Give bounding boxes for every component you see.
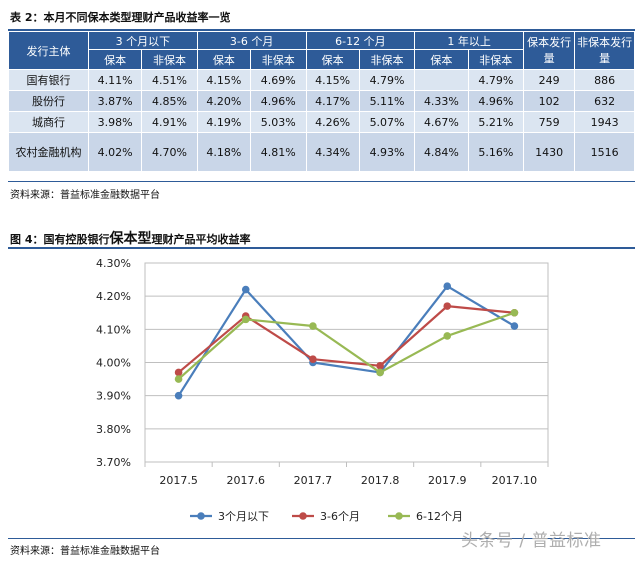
x-tick-label: 2017.5: [159, 474, 198, 487]
legend-label: 3个月以下: [218, 510, 269, 523]
table-cell: 4.96%: [467, 90, 525, 112]
series-1-point: [443, 302, 452, 310]
chart-caption-emphasis: 保本型: [109, 231, 152, 247]
table-cell: 4.69%: [250, 69, 307, 91]
chart-caption-suffix: 理财产品平均收益率: [151, 233, 251, 246]
table-cell: 4.02%: [87, 132, 143, 172]
table-cell: 3.98%: [87, 111, 143, 133]
subheader-guaranteed: 保本: [305, 49, 360, 70]
series-2-point: [376, 368, 384, 377]
series-line-0: [177, 285, 515, 397]
table-cell: 4.85%: [141, 90, 198, 112]
table-cell: 759: [523, 111, 576, 133]
legend-label: 3-6个月: [320, 510, 360, 523]
table-cell: 4.34%: [305, 132, 360, 172]
table-cell: 4.84%: [414, 132, 469, 172]
series-line-2: [177, 311, 515, 380]
y-tick-label: 3.80%: [96, 423, 131, 436]
table-cell: 1516: [574, 132, 635, 172]
chart-source: 资料来源：普益标准金融数据平台: [10, 546, 160, 557]
y-tick-label: 4.00%: [96, 357, 131, 370]
y-tick-label: 3.70%: [96, 456, 131, 469]
table-cell: 4.96%: [250, 90, 307, 112]
row-issuer: 股份行: [8, 90, 89, 112]
table-cell: 4.51%: [141, 69, 198, 91]
table-cell: 4.70%: [141, 132, 198, 172]
x-tick-label: 2017.9: [428, 474, 467, 487]
row-issuer: 农村金融机构: [8, 132, 89, 172]
table-cell: 886: [574, 69, 635, 91]
x-tick-label: 2017.8: [361, 474, 400, 487]
series-line-1: [177, 305, 515, 374]
legend-marker: [395, 512, 403, 520]
table-cell: 1430: [523, 132, 576, 172]
table-row: 农村金融机构 4.02% 4.70% 4.18% 4.81% 4.34% 4.9…: [8, 132, 635, 172]
series-1-point: [376, 362, 384, 370]
header-issuer: 发行主体: [8, 31, 89, 70]
table-cell: 5.16%: [467, 132, 525, 172]
series-1-point: [309, 355, 317, 363]
table-cell: 4.18%: [196, 132, 252, 172]
table-cell: 4.81%: [250, 132, 307, 172]
header-guaranteed-volume: 保本发行量: [523, 31, 576, 70]
chart-top-rule: [8, 247, 635, 249]
header-term-3-6m: 3-6 个月: [196, 31, 307, 50]
table-cell: 4.15%: [305, 69, 360, 91]
table-cell: 4.17%: [305, 90, 360, 112]
header-nonguaranteed-volume: 非保本发行量: [574, 31, 635, 70]
x-tick-label: 2017.10: [492, 474, 538, 487]
table-cell: 5.03%: [250, 111, 307, 133]
series-0-point: [241, 285, 250, 294]
yield-table: 发行主体 3 个月以下 3-6 个月 6-12 个月 1 年以上 保本发行量 非…: [8, 31, 635, 172]
table-top-rule: [8, 29, 635, 31]
series-2-point: [510, 308, 519, 317]
series-1-point: [174, 368, 183, 377]
table-cell: 4.15%: [196, 69, 252, 91]
legend-marker: [197, 512, 205, 520]
subheader-guaranteed: 保本: [87, 49, 143, 70]
series-2-point: [443, 332, 452, 340]
watermark: 头条号 / 普益标准: [461, 531, 602, 551]
subheader-nonguaranteed: 非保本: [358, 49, 416, 70]
table-cell: 4.93%: [358, 132, 416, 172]
subheader-nonguaranteed: 非保本: [467, 49, 525, 70]
legend-marker: [299, 512, 307, 520]
table-cell: 4.91%: [141, 111, 198, 133]
table-cell: 5.21%: [467, 111, 525, 133]
series-0-point: [510, 322, 519, 330]
chart-caption-prefix: 图 4：国有控股银行: [10, 233, 110, 246]
y-tick-label: 3.90%: [96, 390, 131, 403]
y-tick-label: 4.30%: [96, 257, 131, 270]
x-tick-label: 2017.6: [227, 474, 266, 487]
table-bottom-rule: [8, 181, 635, 182]
x-tick-label: 2017.7: [294, 474, 333, 487]
table-caption: 表 2：本月不同保本类型理财产品收益率一览: [10, 11, 231, 24]
table-cell: 3.87%: [87, 90, 143, 112]
series-0-point: [174, 391, 183, 400]
table-row: 国有银行 4.11% 4.51% 4.15% 4.69% 4.15% 4.79%…: [8, 69, 635, 91]
legend-label: 6-12个月: [416, 510, 463, 523]
subheader-nonguaranteed: 非保本: [250, 49, 307, 70]
series-0-point: [443, 282, 452, 291]
table-source: 资料来源：普益标准金融数据平台: [10, 190, 160, 201]
table-cell: 249: [523, 69, 576, 91]
table-cell: 4.79%: [467, 69, 525, 91]
table-cell: 102: [523, 90, 576, 112]
table-cell: 5.07%: [358, 111, 416, 133]
table-cell: 4.19%: [196, 111, 252, 133]
y-tick-label: 4.10%: [96, 323, 131, 336]
chart-bottom-rule: [8, 538, 635, 539]
chart-caption: 图 4：国有控股银行保本型理财产品平均收益率: [10, 228, 250, 248]
table-cell: 1943: [574, 111, 635, 133]
table-cell: 632: [574, 90, 635, 112]
table-cell: 4.11%: [87, 69, 143, 91]
series-2-point: [241, 315, 250, 324]
y-tick-label: 4.20%: [96, 290, 131, 303]
series-2-point: [174, 375, 183, 383]
series-2-point: [309, 322, 317, 330]
